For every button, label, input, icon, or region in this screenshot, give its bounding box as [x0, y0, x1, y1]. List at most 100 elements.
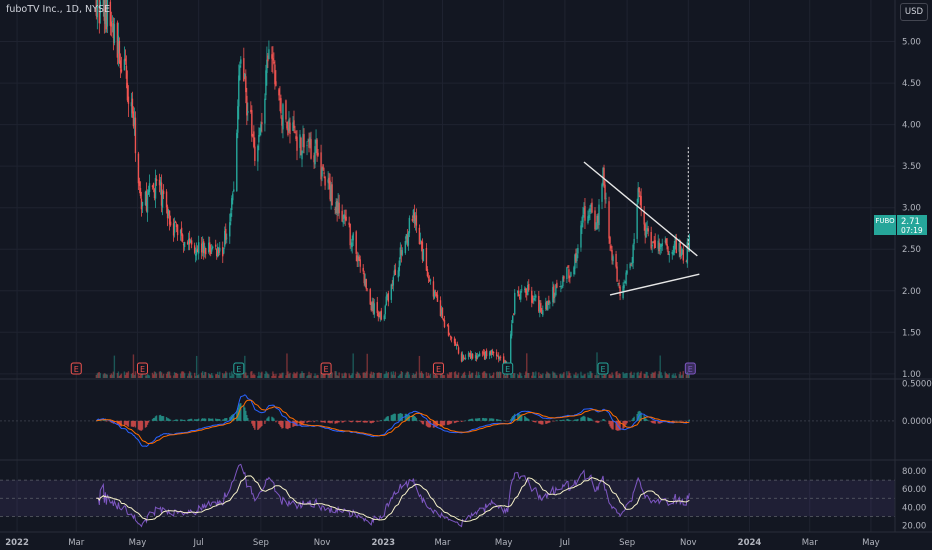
candle-body	[491, 350, 494, 354]
earnings-marker[interactable]: E	[684, 362, 696, 375]
candle-body	[555, 284, 557, 296]
volume-bar	[160, 372, 163, 378]
volume-bar	[454, 371, 457, 378]
macd-histogram-bar	[385, 417, 387, 421]
volume-bar	[496, 371, 499, 378]
earnings-marker-label: E	[600, 365, 605, 374]
currency-button[interactable]: USD	[900, 3, 928, 21]
candle-body	[95, 0, 98, 16]
volume-bar	[412, 373, 415, 378]
volume-bar	[309, 374, 311, 378]
earnings-marker[interactable]: E	[432, 362, 444, 375]
macd-histogram-bar	[612, 420, 614, 430]
earnings-marker-label: E	[505, 365, 510, 374]
earnings-marker[interactable]: E	[502, 362, 514, 375]
candle-body	[596, 215, 598, 230]
macd-histogram-bar	[287, 420, 289, 430]
candle-body	[387, 293, 390, 302]
candle-body	[485, 350, 488, 357]
volume-bar	[524, 375, 526, 378]
macd-histogram-bar	[190, 418, 193, 421]
candle-body	[203, 246, 206, 252]
candle-body	[433, 290, 436, 299]
volume-bar	[542, 373, 544, 378]
candle-body	[155, 179, 158, 181]
candle-body	[426, 269, 429, 277]
ticker-tag-label: FUBO	[875, 217, 895, 225]
volume-bar	[674, 373, 676, 378]
macd-histogram-bar	[302, 420, 304, 424]
candle-body	[174, 221, 177, 223]
candle-body	[519, 297, 521, 299]
macd-histogram-bar	[202, 418, 205, 421]
earnings-marker[interactable]: E	[233, 362, 245, 375]
volume-bar	[217, 371, 219, 378]
volume-bar	[511, 374, 513, 378]
volume-bar	[603, 372, 605, 378]
volume-bar	[616, 371, 618, 378]
candle-body	[590, 204, 592, 207]
price-tick-label: 3.50	[902, 162, 921, 172]
macd-histogram-bar	[336, 420, 338, 424]
macd-histogram-bar	[369, 420, 371, 423]
candle-body	[117, 35, 120, 54]
candle-body	[372, 301, 374, 313]
candle-body	[418, 227, 421, 245]
time-tick-label: 2024	[738, 538, 762, 548]
candle-body	[454, 341, 457, 346]
volume-bar	[392, 371, 395, 378]
macd-histogram-bar	[260, 420, 262, 427]
volume-bar	[589, 371, 591, 378]
macd-histogram-bar	[130, 420, 133, 427]
earnings-marker[interactable]: E	[70, 362, 82, 375]
macd-histogram-bar	[271, 416, 273, 421]
volume-bar	[503, 373, 506, 378]
macd-histogram-bar	[362, 420, 364, 423]
volume-bar	[492, 372, 495, 378]
candle-body	[173, 222, 176, 233]
macd-histogram-bar	[514, 413, 516, 421]
macd-histogram-bar	[320, 420, 322, 423]
earnings-marker[interactable]: E	[320, 362, 332, 375]
volume-bar	[418, 355, 421, 378]
volume-bar	[629, 372, 631, 378]
earnings-marker[interactable]: E	[136, 362, 148, 375]
macd-histogram-bar	[179, 419, 182, 421]
macd-histogram-bar	[535, 420, 537, 423]
macd-histogram-bar	[152, 418, 155, 421]
volume-bar	[377, 372, 379, 378]
macd-histogram-bar	[146, 420, 149, 425]
macd-histogram-bar	[239, 403, 241, 421]
candle-body	[540, 302, 542, 312]
candle-body	[470, 354, 473, 359]
candle-body	[616, 266, 618, 282]
candle-body	[301, 150, 303, 160]
volume-bar	[182, 371, 185, 378]
volume-bar	[168, 371, 171, 378]
macd-histogram-bar	[201, 418, 204, 421]
volume-bar	[440, 372, 443, 378]
macd-histogram-bar	[511, 417, 513, 421]
candle-body	[315, 139, 317, 144]
candle-body	[342, 220, 344, 223]
volume-bar	[243, 371, 245, 378]
volume-bar	[282, 372, 284, 378]
candle-body	[601, 184, 603, 202]
candle-body	[556, 282, 558, 288]
candle-body	[330, 185, 332, 202]
earnings-marker-box	[432, 362, 444, 375]
earnings-marker[interactable]: E	[597, 362, 609, 375]
volume-bar	[653, 372, 655, 378]
macd-histogram-bar	[633, 416, 635, 421]
volume-bar	[232, 373, 234, 378]
volume-bar	[240, 375, 242, 378]
volume-bar	[468, 371, 471, 378]
candle-body	[583, 207, 585, 215]
candle-body	[124, 58, 127, 62]
rsi-tick-label: 80.00	[902, 467, 926, 477]
candle-body	[573, 267, 575, 275]
volume-bar	[356, 371, 358, 378]
volume-bar	[316, 374, 318, 378]
